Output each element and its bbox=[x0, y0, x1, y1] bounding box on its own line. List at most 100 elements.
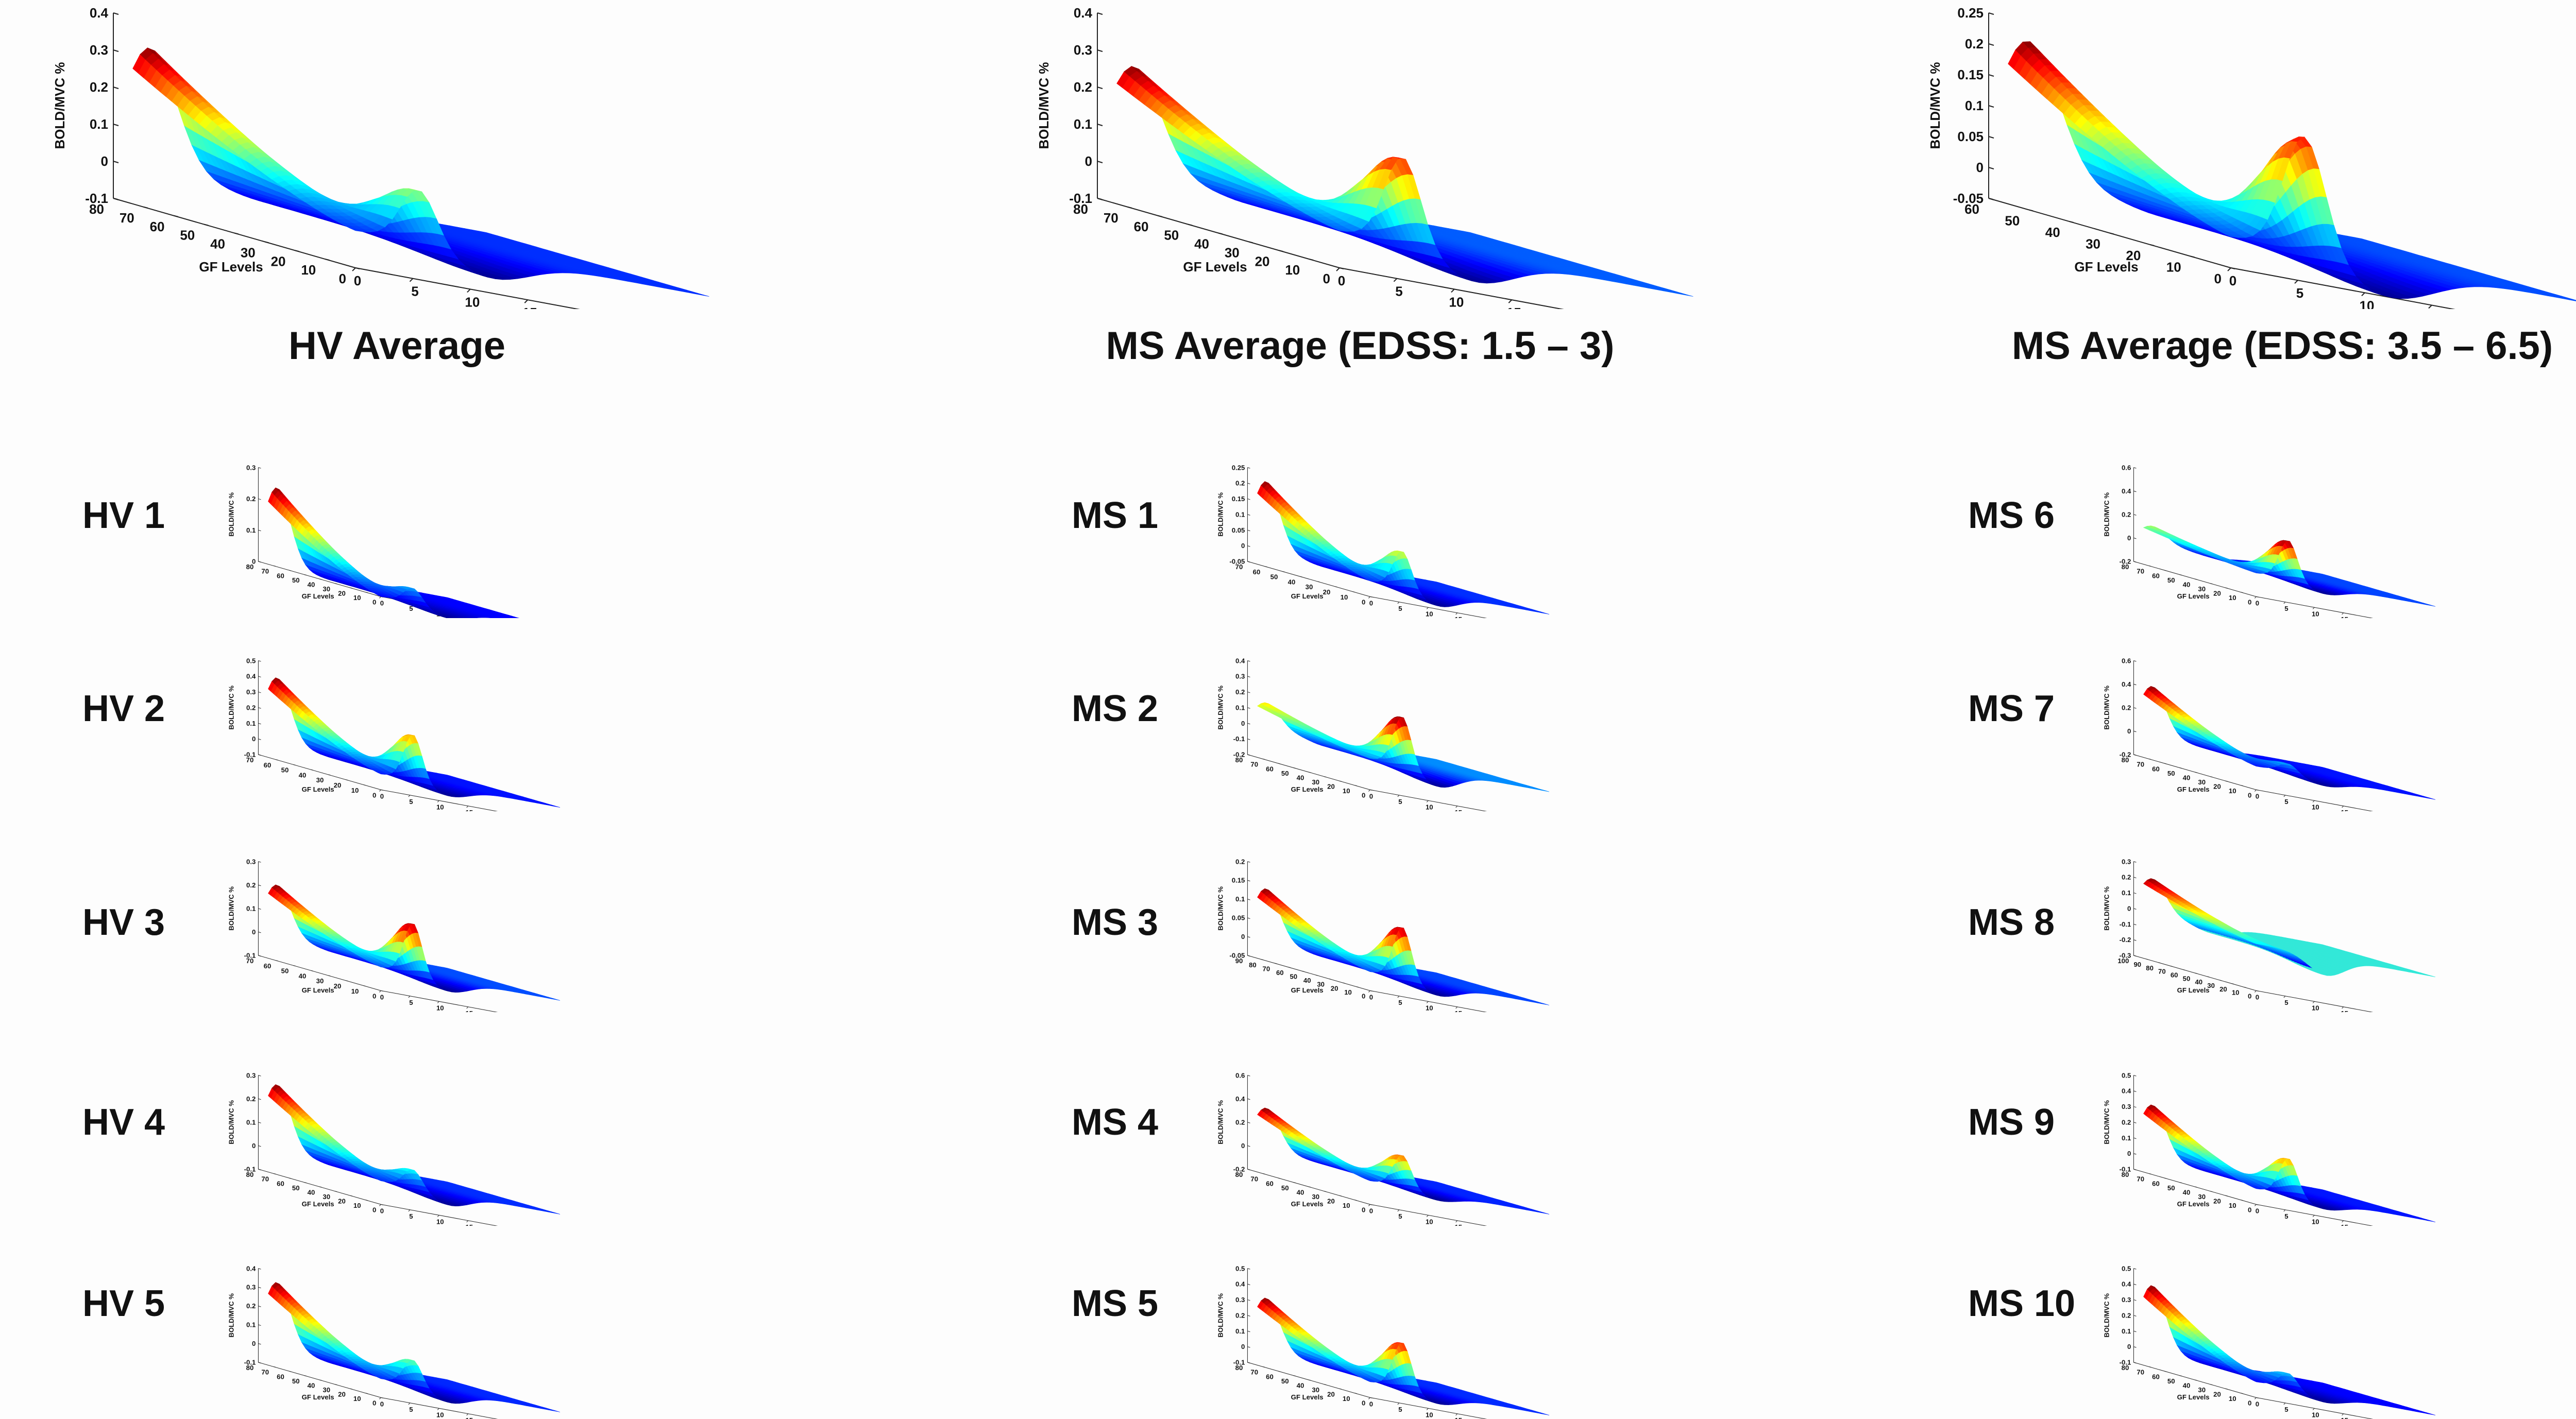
gf-tick-mark bbox=[2191, 257, 2195, 258]
gf-axis-label: GF Levels bbox=[1183, 259, 1247, 275]
z-axis-label: BOLD/MVC % bbox=[1927, 62, 1943, 149]
gf-tick-label: 80 bbox=[89, 201, 104, 217]
z-tick-label: 0 bbox=[101, 153, 108, 169]
label-ms-9: MS 9 bbox=[1968, 1101, 2055, 1143]
pst-tick-mark bbox=[2362, 293, 2365, 296]
z-tick-mark bbox=[1989, 75, 1994, 76]
gf-tick-label: 60 bbox=[150, 219, 165, 234]
pst-tick-label: 5 bbox=[411, 284, 418, 299]
gf-tick-mark bbox=[2029, 210, 2033, 211]
z-tick-mark bbox=[1097, 87, 1103, 89]
label-hv-5: HV 5 bbox=[82, 1283, 165, 1325]
gf-tick-mark bbox=[2110, 233, 2114, 234]
gf-tick-label: 0 bbox=[1323, 271, 1330, 286]
z-tick-label: 0.15 bbox=[1957, 67, 1984, 82]
pst-tick-mark bbox=[2295, 280, 2298, 283]
gf-tick-label: 0 bbox=[339, 271, 346, 286]
z-tick-mark bbox=[1097, 50, 1103, 52]
gf-tick-label: 20 bbox=[1255, 253, 1270, 269]
gf-axis-label: GF Levels bbox=[2074, 259, 2138, 275]
z-tick-mark bbox=[1097, 124, 1103, 126]
label-ms-2: MS 2 bbox=[1072, 688, 1158, 730]
pst-tick-label: 0 bbox=[354, 273, 361, 288]
gf-tick-mark bbox=[325, 259, 329, 260]
pst-tick-mark bbox=[410, 279, 413, 282]
gf-tick-mark bbox=[265, 242, 269, 243]
gf-tick-label: 40 bbox=[1194, 236, 1209, 252]
z-tick-mark bbox=[1989, 167, 1994, 169]
z-tick-mark bbox=[1097, 161, 1103, 163]
gf-tick-label: 10 bbox=[301, 262, 316, 278]
label-ms-10: MS 10 bbox=[1968, 1283, 2075, 1325]
z-axis-label: BOLD/MVC % bbox=[52, 62, 67, 149]
gf-tick-mark bbox=[2150, 245, 2154, 246]
z-tick-mark bbox=[1989, 44, 1994, 45]
gf-tick-mark bbox=[174, 216, 178, 217]
gf-tick-label: 50 bbox=[2005, 213, 2020, 229]
z-tick-mark bbox=[113, 124, 118, 126]
gf-tick-label: 80 bbox=[1073, 201, 1088, 217]
title-hv-average: HV Average bbox=[289, 323, 505, 368]
label-hv-2: HV 2 bbox=[82, 688, 165, 730]
z-tick-label: 0 bbox=[1085, 153, 1092, 169]
pst-tick-mark bbox=[467, 289, 470, 292]
pst-tick-label: 0 bbox=[1338, 273, 1345, 288]
gf-tick-label: 0 bbox=[2214, 271, 2222, 286]
label-ms-1: MS 1 bbox=[1072, 494, 1158, 537]
gf-tick-label: 50 bbox=[180, 228, 195, 243]
gf-tick-label: 40 bbox=[210, 236, 225, 252]
label-ms-5: MS 5 bbox=[1072, 1283, 1158, 1325]
gf-tick-label: 10 bbox=[2166, 260, 2181, 275]
title-ms-average-severe: MS Average (EDSS: 3.5 – 6.5) bbox=[1968, 323, 2576, 368]
gf-axis-label: GF Levels bbox=[199, 259, 263, 275]
pst-tick-mark bbox=[1509, 300, 1512, 303]
gf-tick-label: 50 bbox=[1164, 228, 1179, 243]
gf-tick-label: 60 bbox=[1964, 201, 1979, 217]
pst-tick-mark bbox=[524, 300, 528, 303]
gf-tick-mark bbox=[1158, 216, 1162, 217]
gf-tick-label: 30 bbox=[241, 245, 256, 260]
label-ms-3: MS 3 bbox=[1072, 901, 1158, 944]
pst-tick-label: 5 bbox=[1395, 284, 1402, 299]
z-tick-mark bbox=[113, 87, 118, 89]
z-tick-label: 0.1 bbox=[1965, 98, 1984, 113]
z-tick-mark bbox=[1989, 13, 1994, 14]
surface-patch bbox=[1680, 294, 1693, 297]
z-tick-mark bbox=[113, 50, 118, 52]
z-tick-label: 0.2 bbox=[1965, 36, 1984, 52]
pst-tick-label: 10 bbox=[2360, 298, 2375, 309]
z-tick-label: 0.25 bbox=[1957, 5, 1984, 21]
gf-tick-mark bbox=[1128, 207, 1132, 208]
pst-tick-mark bbox=[352, 268, 355, 271]
z-axis-label: BOLD/MVC % bbox=[1036, 62, 1052, 149]
pst-tick-label: 10 bbox=[1449, 294, 1464, 309]
pst-tick-mark bbox=[2228, 268, 2231, 271]
gf-tick-label: 40 bbox=[2045, 225, 2060, 240]
gf-tick-label: 70 bbox=[120, 210, 134, 226]
gf-tick-mark bbox=[204, 225, 208, 226]
label-hv-3: HV 3 bbox=[82, 901, 165, 944]
pst-tick-label: 0 bbox=[2229, 273, 2236, 288]
z-tick-label: 0.4 bbox=[1074, 5, 1093, 21]
gf-tick-mark bbox=[1188, 225, 1192, 226]
z-tick-mark bbox=[1989, 136, 1994, 138]
pst-tick-label: 10 bbox=[465, 294, 480, 309]
gf-tick-mark bbox=[1249, 242, 1253, 243]
z-tick-label: 0.1 bbox=[1074, 116, 1092, 132]
gf-tick-mark bbox=[1279, 250, 1283, 251]
gf-tick-label: 20 bbox=[271, 253, 286, 269]
z-tick-mark bbox=[1097, 13, 1103, 14]
label-ms-8: MS 8 bbox=[1968, 901, 2055, 944]
pst-tick-mark bbox=[1451, 289, 1454, 292]
pst-tick-label: 15 bbox=[522, 305, 537, 309]
pst-tick-mark bbox=[2429, 305, 2432, 309]
pst-tick-mark bbox=[1394, 279, 1397, 282]
title-ms-average-mild: MS Average (EDSS: 1.5 – 3) bbox=[1072, 323, 1649, 368]
pst-tick-label: 15 bbox=[1506, 305, 1521, 309]
label-ms-6: MS 6 bbox=[1968, 494, 2055, 537]
z-tick-mark bbox=[113, 13, 118, 14]
